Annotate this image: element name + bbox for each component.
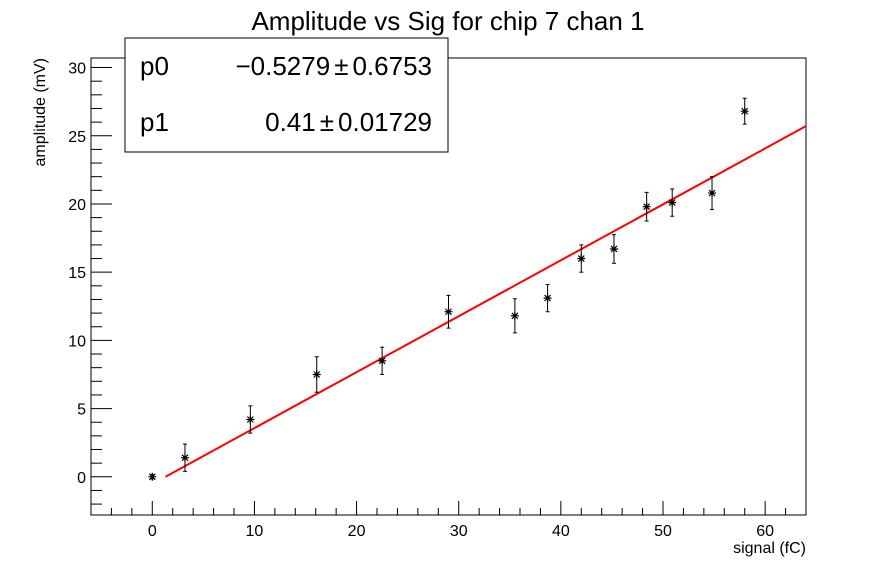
stat-p0-sep: ± — [334, 51, 348, 81]
data-point — [609, 234, 618, 264]
data-point — [543, 283, 552, 313]
y-tick-label: 30 — [68, 61, 86, 78]
asterisk-marker — [642, 202, 651, 211]
x-tick-label: 40 — [552, 523, 570, 540]
asterisk-marker — [148, 472, 157, 481]
data-point — [577, 244, 586, 273]
data-point — [378, 346, 387, 375]
x-tick-label: 20 — [348, 523, 366, 540]
stat-p0-error: 0.6753 — [352, 51, 432, 81]
stat-p0-name: p0 — [140, 51, 169, 81]
asterisk-marker — [740, 107, 749, 116]
axes: 0 10 20 30 40 50 60 0 5 10 15 20 25 30 — [68, 61, 807, 540]
data-point — [148, 472, 157, 481]
data-point — [510, 298, 519, 334]
stat-p1-name: p1 — [140, 107, 169, 137]
data-point — [708, 176, 717, 210]
y-tick-label: 20 — [68, 197, 86, 214]
stat-p1-value: 0.41 ±0.01729 — [265, 107, 432, 137]
stat-p1-error: 0.01729 — [338, 107, 432, 137]
data-point — [642, 191, 651, 222]
data-point — [740, 97, 749, 125]
asterisk-marker — [180, 453, 189, 462]
asterisk-marker — [609, 244, 618, 253]
asterisk-marker — [543, 294, 552, 303]
asterisk-marker — [378, 356, 387, 365]
asterisk-marker — [444, 307, 453, 316]
y-tick-label: 25 — [68, 129, 86, 146]
x-tick-label: 10 — [246, 523, 264, 540]
fit-line — [165, 125, 807, 478]
asterisk-marker — [708, 189, 717, 198]
chart-title: Amplitude vs Sig for chip 7 chan 1 — [251, 6, 644, 36]
y-tick-label: 15 — [68, 265, 86, 282]
fit-stats-box: p0 −0.5279 ±0.6753 p1 0.41 ±0.01729 — [124, 37, 449, 153]
stat-p0-value: −0.5279 ±0.6753 — [235, 51, 432, 81]
y-tick-label: 0 — [77, 470, 86, 487]
asterisk-marker — [668, 198, 677, 207]
x-tick-label: 60 — [756, 523, 774, 540]
x-axis-title: signal (fC) — [733, 540, 806, 557]
stat-p1-estimate: 0.41 — [265, 107, 316, 137]
data-point — [668, 188, 677, 217]
x-tick-label: 0 — [148, 523, 157, 540]
data-points — [148, 97, 749, 481]
x-tick-label: 30 — [450, 523, 468, 540]
asterisk-marker — [577, 254, 586, 263]
y-tick-label: 5 — [77, 402, 86, 419]
stat-p1-sep: ± — [320, 107, 334, 137]
fit-layer — [165, 125, 807, 478]
stat-p0-estimate: −0.5279 — [235, 51, 330, 81]
asterisk-marker — [312, 370, 321, 379]
asterisk-marker — [246, 415, 255, 424]
stats-box-frame — [124, 37, 449, 153]
y-tick-label: 10 — [68, 333, 86, 350]
data-point — [444, 294, 453, 329]
asterisk-marker — [510, 311, 519, 320]
data-point — [180, 443, 189, 472]
x-tick-label: 50 — [654, 523, 672, 540]
data-point — [312, 356, 321, 393]
data-point — [246, 405, 255, 434]
y-axis-title: amplitude (mV) — [32, 58, 49, 166]
